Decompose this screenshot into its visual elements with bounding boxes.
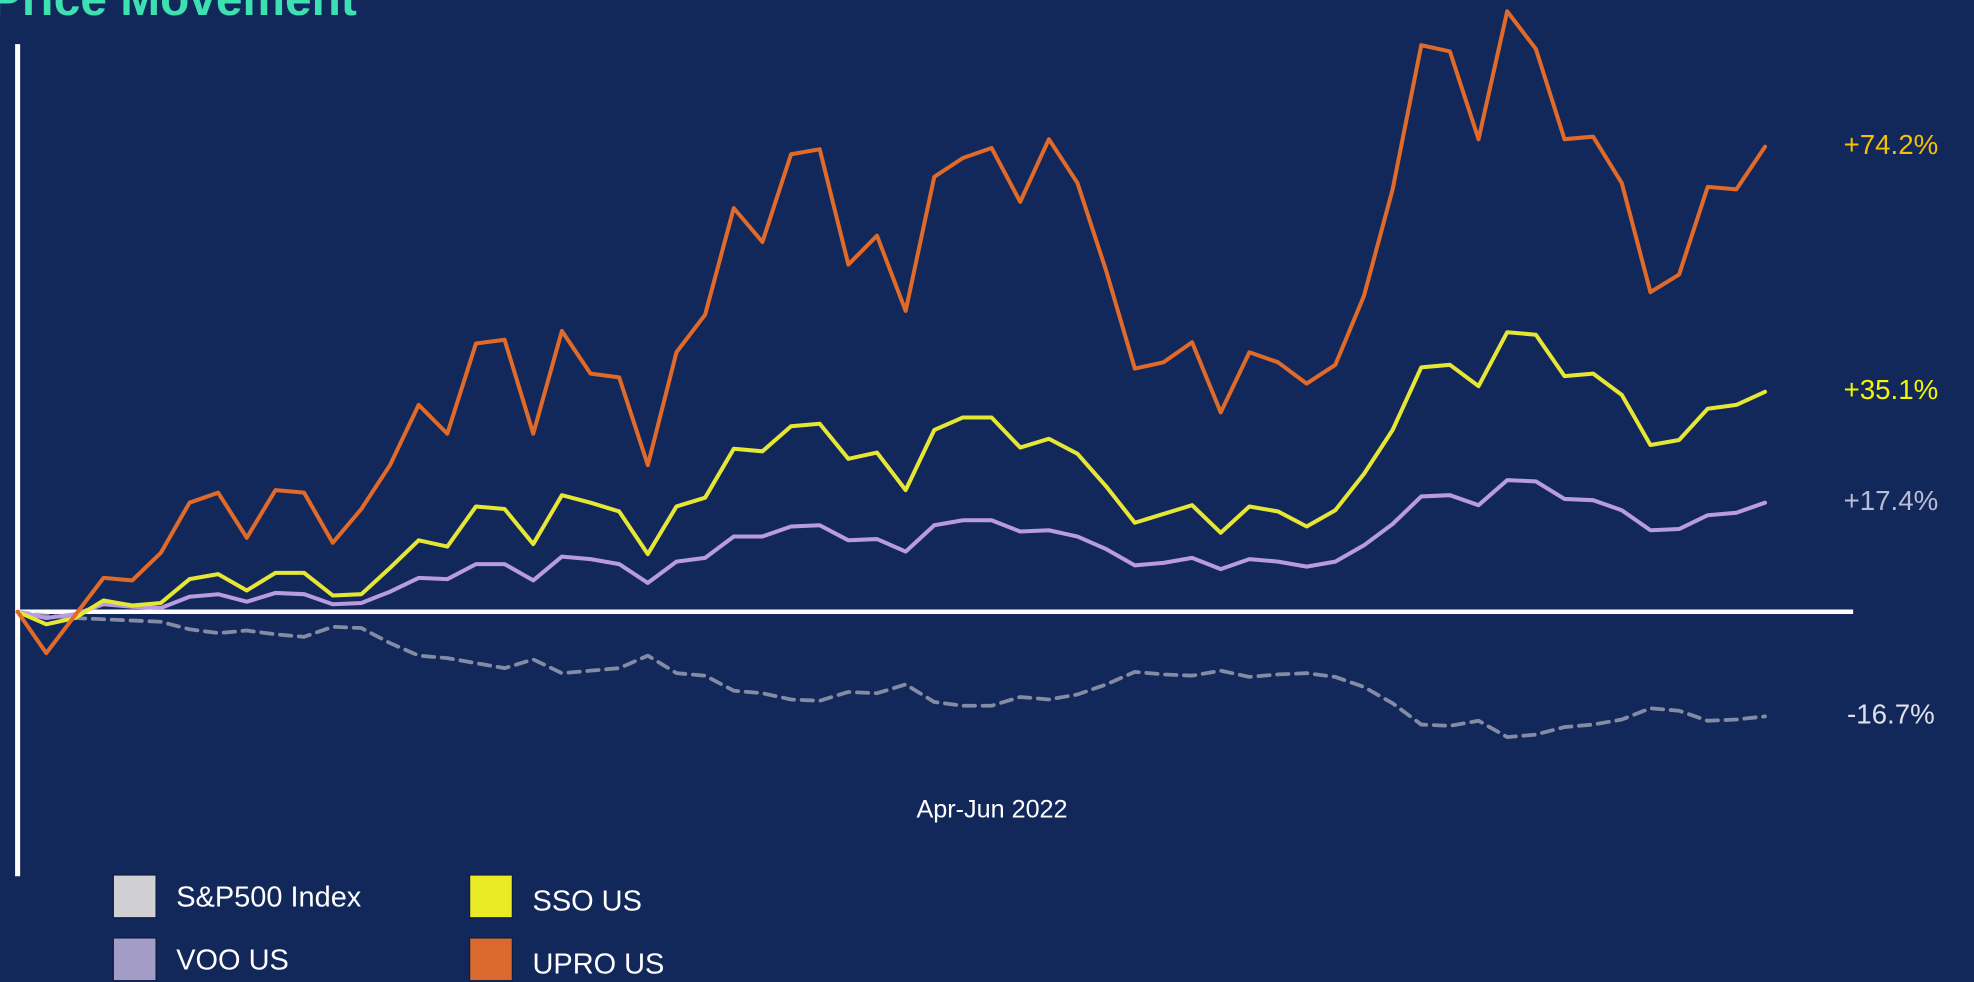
series-line: [15, 609, 1767, 739]
legend-swatch: [468, 937, 514, 982]
legend-swatch: [468, 874, 514, 919]
series-line: [15, 9, 1768, 656]
legend-label: UPRO US: [533, 948, 665, 980]
end-label: +74.2%: [1844, 129, 1939, 160]
chart-title: Price Movement: [0, 0, 357, 26]
series-line: [15, 330, 1768, 627]
legend-label: VOO US: [176, 944, 289, 976]
x-axis-label: Apr-Jun 2022: [917, 795, 1068, 823]
end-label: +35.1%: [1844, 374, 1939, 405]
series-line: [15, 478, 1768, 621]
end-label: +17.4%: [1844, 485, 1939, 516]
legend-swatch: [112, 874, 157, 919]
legend-swatch: [112, 937, 157, 982]
legend-label: S&P500 Index: [176, 882, 362, 914]
legend-label: SSO US: [533, 885, 642, 917]
end-label: -16.7%: [1847, 699, 1935, 730]
